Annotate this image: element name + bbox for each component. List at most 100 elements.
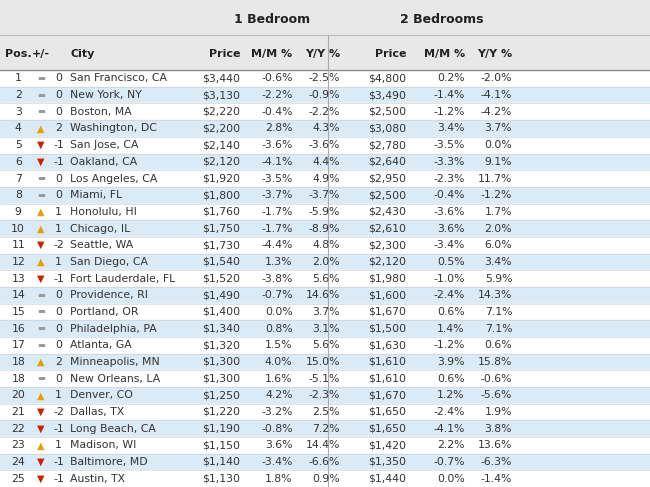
Text: 3.4%: 3.4% [437,124,465,133]
Text: -1.2%: -1.2% [434,107,465,117]
Text: -2: -2 [53,240,64,250]
Text: 11: 11 [11,240,25,250]
Text: 25: 25 [11,474,25,484]
Bar [0,354,650,370]
Text: $3,440: $3,440 [203,74,240,83]
Text: Minneapolis, MN: Minneapolis, MN [70,357,160,367]
Text: 14: 14 [11,290,25,300]
Text: 1.4%: 1.4% [437,323,465,334]
Bar [0,370,650,387]
Text: -4.1%: -4.1% [434,424,465,433]
Text: $2,500: $2,500 [368,107,406,117]
Text: -2.4%: -2.4% [434,290,465,300]
Text: 15.0%: 15.0% [306,357,340,367]
Text: ▬: ▬ [37,107,45,116]
Bar [0,137,650,153]
Text: ▼: ▼ [37,240,45,250]
Text: 1.2%: 1.2% [437,390,465,400]
Text: Madison, WI: Madison, WI [70,440,136,450]
Text: $2,500: $2,500 [368,190,406,200]
Text: Seattle, WA: Seattle, WA [70,240,133,250]
Bar [0,35,650,70]
Text: -1: -1 [53,140,64,150]
Text: +/-: +/- [32,49,50,59]
Text: -3.6%: -3.6% [261,140,292,150]
Text: $1,610: $1,610 [369,374,406,384]
Text: -4.4%: -4.4% [261,240,292,250]
Text: -1.2%: -1.2% [481,190,512,200]
Text: ▼: ▼ [37,474,45,484]
Text: 2.8%: 2.8% [265,124,292,133]
Text: 3.8%: 3.8% [485,424,512,433]
Text: ▼: ▼ [37,407,45,417]
Text: ▲: ▲ [37,357,45,367]
Text: 5.9%: 5.9% [485,274,512,283]
Text: ▬: ▬ [37,324,45,333]
Text: 23: 23 [11,440,25,450]
Bar [0,320,650,337]
Bar [0,270,650,287]
Text: 3.7%: 3.7% [485,124,512,133]
Text: 2: 2 [55,124,62,133]
Bar [0,420,650,437]
Text: $1,650: $1,650 [369,424,406,433]
Text: 21: 21 [11,407,25,417]
Text: 14.4%: 14.4% [306,440,340,450]
Text: Price: Price [209,49,240,59]
Text: Atlanta, GA: Atlanta, GA [70,340,132,350]
Text: 1: 1 [15,74,21,83]
Text: 3: 3 [15,107,21,117]
Text: 7.1%: 7.1% [485,323,512,334]
Text: $1,190: $1,190 [203,424,240,433]
Text: $1,130: $1,130 [203,474,240,484]
Text: Providence, RI: Providence, RI [70,290,148,300]
Text: 1 Bedroom: 1 Bedroom [234,13,311,26]
Text: $1,750: $1,750 [203,224,240,234]
Text: 4.0%: 4.0% [265,357,292,367]
Text: 1.8%: 1.8% [265,474,292,484]
Text: Price: Price [375,49,406,59]
Text: $1,520: $1,520 [203,274,240,283]
Text: 12: 12 [11,257,25,267]
Text: Portland, OR: Portland, OR [70,307,138,317]
Text: $1,300: $1,300 [202,357,240,367]
Text: 0.9%: 0.9% [312,474,340,484]
Text: San Diego, CA: San Diego, CA [70,257,148,267]
Text: -6.6%: -6.6% [309,457,340,467]
Bar [0,437,650,454]
Text: 0: 0 [55,173,62,184]
Text: Washington, DC: Washington, DC [70,124,157,133]
Text: 3.7%: 3.7% [313,307,340,317]
Text: Honolulu, HI: Honolulu, HI [70,207,137,217]
Text: -0.4%: -0.4% [434,190,465,200]
Bar [0,170,650,187]
Bar [0,303,650,320]
Text: Y/Y %: Y/Y % [477,49,512,59]
Text: 5.6%: 5.6% [313,274,340,283]
Text: ▼: ▼ [37,274,45,283]
Text: ▬: ▬ [37,341,45,350]
Text: $2,220: $2,220 [203,107,240,117]
Text: $1,150: $1,150 [203,440,240,450]
Text: $2,140: $2,140 [203,140,240,150]
Text: 4.9%: 4.9% [313,173,340,184]
Text: $2,120: $2,120 [203,157,240,167]
Text: 2.2%: 2.2% [437,440,465,450]
Text: 1.5%: 1.5% [265,340,292,350]
Text: $1,630: $1,630 [369,340,406,350]
Text: -3.5%: -3.5% [434,140,465,150]
Text: 4.8%: 4.8% [313,240,340,250]
Text: 8: 8 [15,190,21,200]
Text: ▲: ▲ [37,224,45,234]
Text: -4.1%: -4.1% [481,90,512,100]
Text: Baltimore, MD: Baltimore, MD [70,457,148,467]
Text: Austin, TX: Austin, TX [70,474,125,484]
Text: 4.3%: 4.3% [313,124,340,133]
Text: -1: -1 [53,457,64,467]
Text: $1,220: $1,220 [203,407,240,417]
Text: 2: 2 [15,90,21,100]
Text: $1,540: $1,540 [203,257,240,267]
Text: 18: 18 [11,357,25,367]
Text: Denver, CO: Denver, CO [70,390,133,400]
Text: -5.9%: -5.9% [309,207,340,217]
